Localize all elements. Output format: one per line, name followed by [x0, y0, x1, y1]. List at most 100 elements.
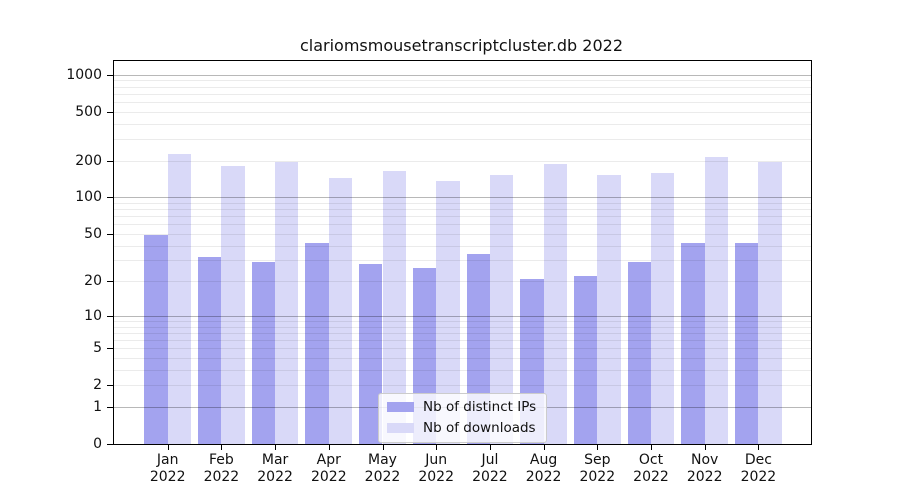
x-tick-label-apr: Apr 2022 [310, 452, 347, 485]
gridline-minor [114, 138, 811, 140]
bar-distinct-ips-feb [198, 257, 222, 444]
x-tick-label-may: May 2022 [364, 452, 401, 485]
gridline-minor [114, 111, 811, 113]
x-tick-label-oct: Oct 2022 [633, 452, 669, 485]
bar-distinct-ips-oct [627, 262, 651, 444]
gridline-minor [114, 86, 811, 88]
x-tick-sep [597, 444, 599, 450]
legend-label-distinct-ips: Nb of distinct IPs [423, 399, 537, 415]
bar-downloads-sep [597, 175, 621, 444]
legend-swatch-downloads [387, 423, 414, 433]
y-tick-label-200: 200 [75, 152, 102, 169]
x-tick-aug [543, 444, 545, 450]
x-tick-jan [167, 444, 169, 450]
y-tick-50 [107, 233, 113, 235]
bar-downloads-nov [704, 157, 729, 444]
gridline-minor [114, 369, 811, 371]
bar-downloads-apr [328, 177, 353, 444]
gridline-minor [114, 332, 811, 334]
y-tick-500 [107, 111, 113, 113]
gridline-minor [114, 160, 811, 162]
bar-downloads-jul [489, 175, 514, 444]
gridline-minor [114, 80, 811, 82]
bar-downloads-dec [758, 161, 782, 444]
gridline-major [114, 197, 811, 199]
legend-swatch-distinct-ips [387, 402, 414, 412]
bar-distinct-ips-dec [735, 242, 759, 444]
y-tick-label-50: 50 [84, 225, 102, 242]
gridline-minor [114, 233, 811, 235]
x-tick-label-dec: Dec 2022 [740, 452, 777, 485]
y-tick-label-1000: 1000 [66, 66, 102, 83]
x-tick-label-nov: Nov 2022 [686, 452, 723, 485]
x-tick-label-mar: Mar 2022 [257, 452, 293, 485]
x-tick-apr [328, 444, 330, 450]
gridline-minor [114, 101, 811, 103]
y-tick-1 [107, 406, 113, 408]
y-tick-label-500: 500 [75, 103, 102, 120]
gridline-minor [114, 281, 811, 283]
y-tick-20 [107, 281, 113, 283]
gridline-minor [114, 340, 811, 341]
x-tick-label-jul: Jul 2022 [472, 452, 508, 485]
gridline-minor [114, 123, 811, 125]
y-tick-100 [107, 197, 113, 199]
y-tick-5 [107, 348, 113, 350]
bar-downloads-aug [543, 164, 567, 444]
x-tick-label-jun: Jun 2022 [418, 452, 454, 485]
gridline-minor [114, 348, 811, 350]
gridline-minor [114, 320, 811, 322]
x-tick-label-jan: Jan 2022 [149, 452, 186, 485]
bar-downloads-mar [275, 161, 299, 444]
gridline-minor [114, 245, 811, 247]
gridline-minor [114, 326, 811, 328]
legend-row-distinct-ips: Nb of distinct IPs [387, 399, 536, 415]
bar-downloads-jan [167, 154, 192, 444]
plot-area: Jan 2022 Feb 2022 Mar 2022 Apr 2022 May 2022 Jun 20… [66, 60, 812, 485]
y-tick-1000 [107, 74, 113, 76]
x-tick-label-aug: Aug 2022 [525, 452, 562, 485]
y-tick-label-1: 1 [93, 398, 102, 415]
y-tick-2 [107, 385, 113, 387]
x-tick-dec [758, 444, 760, 450]
gridline-major [114, 74, 811, 76]
gridline-minor [114, 93, 811, 95]
gridline-minor [114, 385, 811, 387]
y-tick-label-0: 0 [93, 436, 102, 452]
bar-distinct-ips-apr [305, 242, 329, 444]
bar-distinct-ips-nov [681, 242, 705, 444]
legend-row-downloads: Nb of downloads [387, 420, 536, 436]
legend-label-downloads: Nb of downloads [423, 420, 536, 436]
bar-distinct-ips-sep [573, 276, 598, 444]
y-tick-10 [107, 315, 113, 317]
y-tick-label-5: 5 [93, 340, 102, 357]
bar-distinct-ips-jan [144, 234, 168, 444]
x-tick-mar [275, 444, 277, 450]
y-tick-label-100: 100 [75, 189, 102, 206]
x-tick-nov [704, 444, 706, 450]
gridline-minor [114, 358, 811, 359]
y-tick-label-10: 10 [84, 307, 102, 324]
x-tick-may [382, 444, 384, 450]
bar-distinct-ips-mar [251, 262, 276, 444]
y-tick-label-20: 20 [84, 273, 102, 290]
y-tick-200 [107, 160, 113, 162]
x-tick-label-feb: Feb 2022 [203, 452, 240, 485]
x-tick-jul [489, 444, 491, 450]
gridline-minor [114, 260, 811, 262]
y-tick-label-2: 2 [93, 377, 102, 394]
y-tick-0 [107, 444, 113, 445]
x-tick-feb [221, 444, 223, 450]
legend: Nb of distinct IPs Nb of downloads [378, 393, 548, 443]
x-tick-label-sep: Sep 2022 [579, 452, 616, 485]
bar-distinct-ips-may [359, 263, 383, 444]
bar-downloads-jun [436, 181, 460, 444]
bar-downloads-feb [221, 166, 245, 444]
gridline-minor [114, 224, 811, 226]
gridline-minor [114, 202, 811, 204]
chart-title: clariomsmousetranscriptcluster.db 2022 [299, 36, 623, 55]
gridline-minor [114, 216, 811, 218]
x-tick-jun [436, 444, 438, 450]
gridline-major [114, 315, 811, 317]
